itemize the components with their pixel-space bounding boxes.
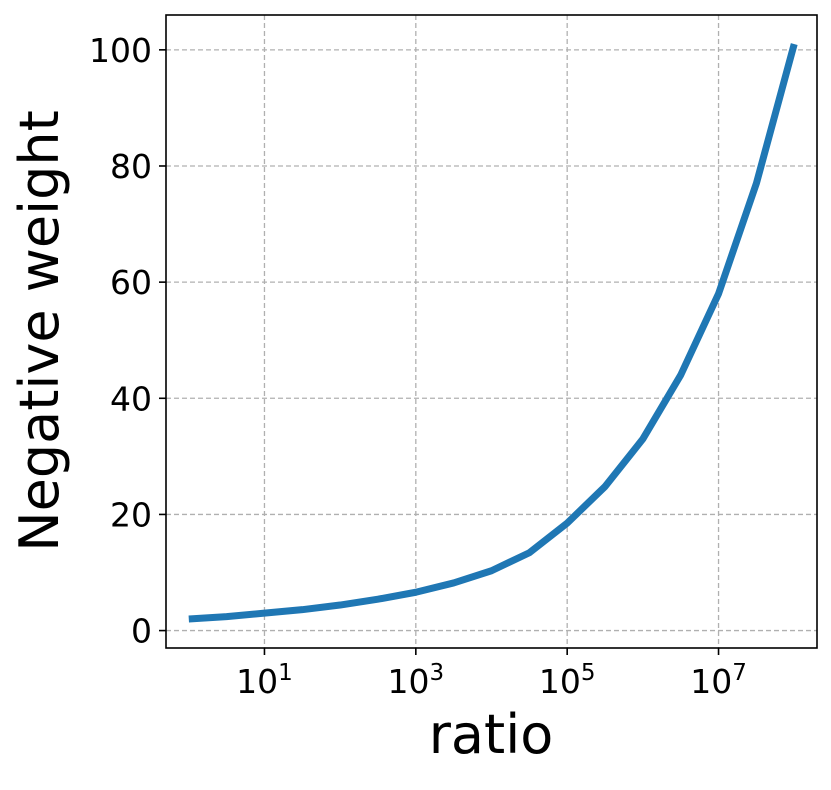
x-axis-label: ratio xyxy=(429,703,554,766)
y-tick-label: 100 xyxy=(89,31,152,70)
x-tick-label: 107 xyxy=(690,660,747,701)
y-tick-label: 20 xyxy=(110,495,152,534)
grid-lines xyxy=(166,15,817,648)
y-tick-label: 0 xyxy=(131,612,152,651)
x-tick-label: 103 xyxy=(388,660,445,701)
y-axis-ticks: 0 20 40 60 80 100 xyxy=(89,31,166,651)
y-axis-label: Negative weight xyxy=(8,110,71,552)
y-tick-label: 40 xyxy=(110,379,152,418)
x-tick-label: 105 xyxy=(539,660,596,701)
plot-frame xyxy=(165,14,818,649)
series-line xyxy=(188,43,798,623)
y-tick-label: 60 xyxy=(110,263,152,302)
y-tick-label: 80 xyxy=(110,147,152,186)
x-axis-ticks: 101 103 105 107 xyxy=(236,648,747,701)
x-tick-label: 101 xyxy=(236,660,293,701)
